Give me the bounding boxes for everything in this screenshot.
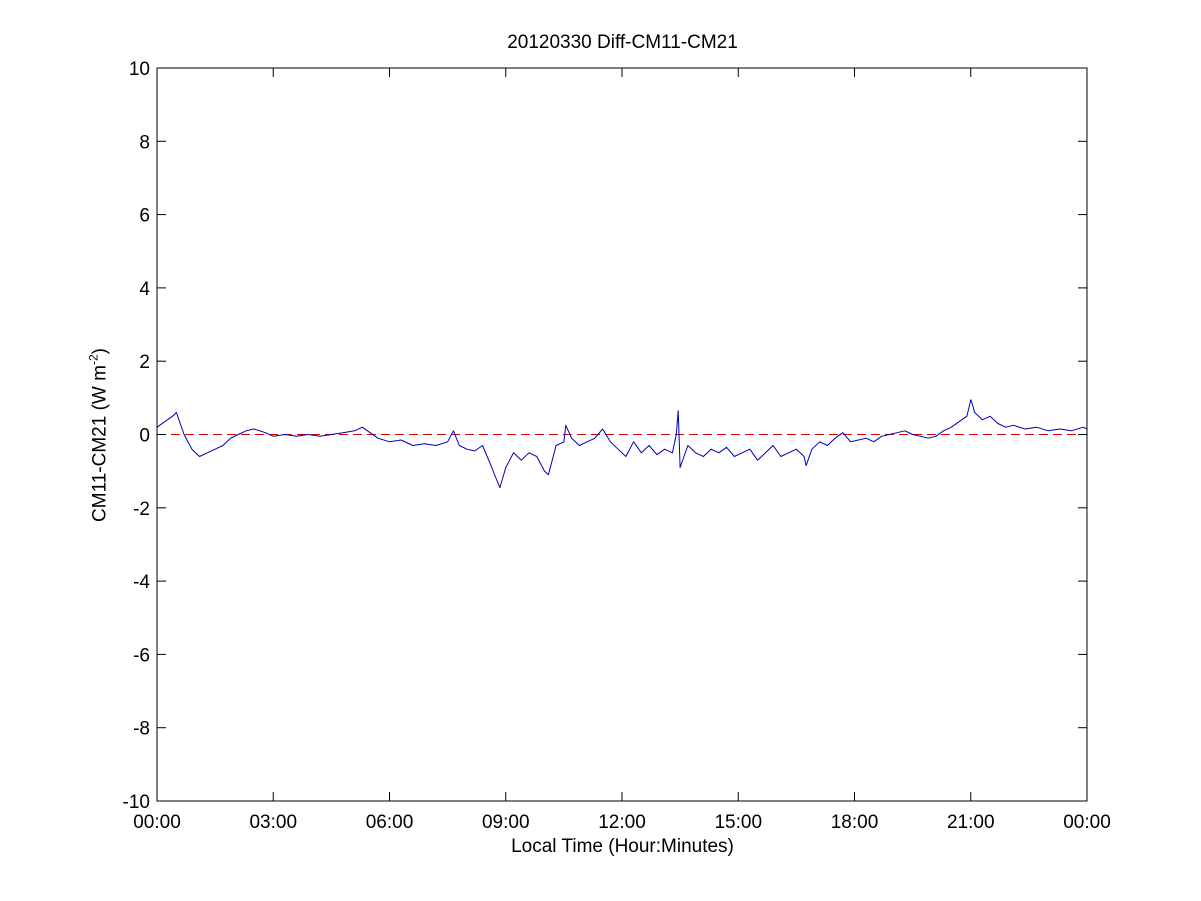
x-tick-label: 03:00 xyxy=(249,812,297,833)
y-tick-label: 0 xyxy=(139,426,150,447)
y-tick-label: -8 xyxy=(133,719,150,740)
y-axis-label-close: ) xyxy=(89,348,111,355)
x-tick-label: 21:00 xyxy=(947,812,995,833)
x-tick-label: 00:00 xyxy=(1063,812,1111,833)
y-tick-label: 2 xyxy=(139,352,150,373)
y-tick-label: 8 xyxy=(139,132,150,153)
chart-title: 20120330 Diff-CM11-CM21 xyxy=(507,32,738,53)
y-tick-label: -4 xyxy=(133,572,150,593)
x-tick-label: 09:00 xyxy=(482,812,530,833)
x-tick-label: 12:00 xyxy=(598,812,646,833)
y-axis-label: CM11-CM21 (W m-2) xyxy=(87,348,112,522)
x-tick-label: 15:00 xyxy=(714,812,762,833)
y-tick-label: 6 xyxy=(139,206,150,227)
x-tick-label: 00:00 xyxy=(133,812,181,833)
y-tick-label: 4 xyxy=(139,279,150,300)
y-tick-label: -6 xyxy=(133,645,150,666)
x-tick-label: 18:00 xyxy=(831,812,879,833)
x-tick-label: 06:00 xyxy=(366,812,414,833)
y-tick-label: -10 xyxy=(123,792,150,813)
x-axis-label: Local Time (Hour:Minutes) xyxy=(511,836,734,857)
y-axis-label-exponent: -2 xyxy=(86,354,101,366)
series-line-0 xyxy=(156,399,1088,489)
y-tick-label: 10 xyxy=(129,59,150,80)
y-tick-label: -2 xyxy=(133,499,150,520)
y-axis-label-text: CM11-CM21 (W m xyxy=(89,365,111,522)
